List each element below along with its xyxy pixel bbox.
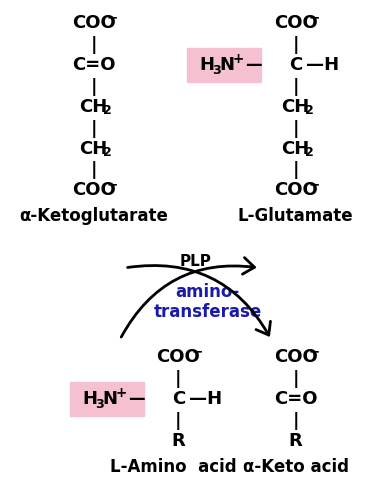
Text: |: | (292, 370, 299, 388)
Text: CH: CH (282, 140, 310, 158)
Text: amino-: amino- (176, 283, 240, 301)
Text: |: | (292, 162, 299, 180)
FancyBboxPatch shape (70, 382, 144, 416)
Text: −: − (309, 178, 320, 192)
Text: +: + (232, 52, 244, 66)
Text: |: | (90, 78, 97, 96)
Text: —H: —H (189, 390, 223, 408)
Text: 2: 2 (305, 104, 314, 118)
Text: COO: COO (274, 348, 317, 366)
Text: L-Amino  acid: L-Amino acid (110, 458, 237, 476)
Text: —: — (245, 56, 262, 74)
Text: |: | (90, 162, 97, 180)
Text: R: R (289, 432, 303, 450)
Text: transferase: transferase (154, 302, 262, 320)
Text: COO: COO (157, 348, 200, 366)
Text: C=O: C=O (274, 390, 317, 408)
Text: —: — (128, 390, 145, 408)
Text: 2: 2 (103, 104, 112, 118)
Text: R: R (171, 432, 186, 450)
FancyArrowPatch shape (121, 258, 255, 337)
Text: |: | (90, 36, 97, 54)
Text: −: − (106, 10, 118, 24)
Text: −: − (309, 10, 320, 24)
Text: 3: 3 (95, 398, 104, 410)
Text: COO: COO (72, 14, 115, 32)
Text: −: − (106, 178, 118, 192)
Text: C=O: C=O (72, 56, 115, 74)
Text: |: | (175, 412, 182, 430)
Text: |: | (175, 370, 182, 388)
FancyArrowPatch shape (128, 266, 271, 335)
Text: COO: COO (274, 14, 317, 32)
Text: N: N (102, 390, 118, 408)
Text: —H: —H (306, 56, 339, 74)
Text: H: H (199, 56, 214, 74)
Text: |: | (90, 120, 97, 138)
Text: COO: COO (72, 182, 115, 200)
Text: COO: COO (274, 182, 317, 200)
Text: CH: CH (79, 98, 108, 116)
Text: H: H (82, 390, 97, 408)
Text: α-Keto acid: α-Keto acid (243, 458, 349, 476)
Text: C: C (289, 56, 302, 74)
Text: |: | (292, 412, 299, 430)
Text: N: N (220, 56, 235, 74)
FancyBboxPatch shape (187, 48, 261, 82)
Text: |: | (292, 78, 299, 96)
Text: 3: 3 (212, 64, 221, 76)
Text: −: − (191, 344, 203, 358)
Text: 2: 2 (103, 146, 112, 159)
Text: PLP: PLP (179, 254, 211, 270)
Text: 2: 2 (305, 146, 314, 159)
Text: |: | (292, 36, 299, 54)
Text: α-Ketoglutarate: α-Ketoglutarate (19, 207, 168, 225)
Text: +: + (115, 386, 126, 400)
Text: L-Glutamate: L-Glutamate (238, 207, 354, 225)
Text: CH: CH (282, 98, 310, 116)
Text: C: C (172, 390, 185, 408)
Text: CH: CH (79, 140, 108, 158)
Text: |: | (292, 120, 299, 138)
Text: −: − (309, 344, 320, 358)
